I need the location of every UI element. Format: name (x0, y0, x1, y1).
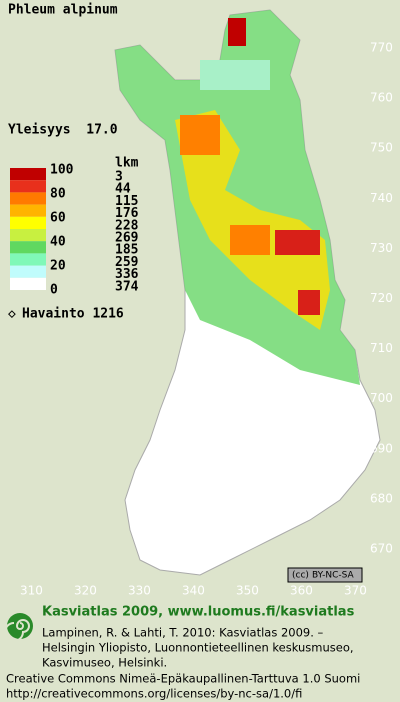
species-title: Phleum alpinum (8, 3, 118, 18)
x-grid-label: 350 (236, 584, 259, 598)
y-grid-label: 770 (370, 41, 393, 55)
y-grid-label: 740 (370, 191, 393, 205)
legend-swatch (10, 204, 46, 217)
y-grid-label: 730 (370, 241, 393, 255)
legend-count: 269 (115, 231, 138, 246)
legend-swatch (10, 180, 46, 193)
legend-swatch (10, 229, 46, 242)
logo (4, 613, 33, 642)
hotspot (230, 225, 270, 255)
area (200, 60, 270, 90)
legend-swatch (10, 168, 46, 181)
frequency: Yleisyys 17.0 (8, 123, 118, 138)
legend-count: 176 (115, 206, 139, 221)
legend-swatch (10, 265, 46, 278)
x-grid-label: 320 (74, 584, 97, 598)
hotspot (298, 290, 320, 315)
y-grid-label: 680 (370, 491, 393, 505)
badge-text: BY-NC-SA (312, 571, 355, 581)
legend-count: 44 (115, 182, 131, 197)
legend-swatch (10, 192, 46, 205)
legend-count: 115 (115, 194, 138, 209)
legend-percent: 80 (50, 187, 66, 202)
logo-circle (7, 613, 33, 639)
legend-swatch (10, 253, 46, 266)
legend-swatch (10, 241, 46, 254)
count-header: lkm (115, 156, 139, 171)
legend-percent: 0 (50, 283, 58, 298)
legend-count: 336 (115, 267, 139, 282)
hotspot (228, 18, 246, 46)
x-grid-label: 370 (344, 584, 367, 598)
x-grid-label: 330 (128, 584, 151, 598)
legend-percent: 20 (50, 259, 66, 274)
hotspot (275, 230, 320, 255)
logo-spiral (4, 619, 30, 642)
legend-count: 3 (115, 170, 123, 185)
hotspot (180, 115, 220, 155)
citation: Lampinen, R. & Lahti, T. 2010: Kasviatla… (42, 626, 324, 640)
site-title: Kasviatlas 2009, www.luomus.fi/kasviatla… (42, 605, 355, 620)
observations-marker: ◇ (8, 307, 16, 322)
x-grid-label: 340 (182, 584, 205, 598)
observations: Havainto 1216 (22, 307, 124, 322)
y-grid-label: 720 (370, 291, 393, 305)
legend-percent: 40 (50, 235, 66, 250)
legend-count: 259 (115, 255, 138, 270)
dense-area (175, 110, 330, 330)
legend-count: 185 (115, 243, 138, 258)
y-grid-label: 670 (370, 542, 393, 556)
badge-cc: (cc) (292, 571, 309, 581)
legend-count: 374 (115, 279, 139, 294)
x-grid-label: 360 (290, 584, 313, 598)
legend-percent: 100 (50, 163, 74, 178)
citation: Helsingin Yliopisto, Luonnontieteellinen… (42, 641, 354, 655)
y-grid-label: 760 (370, 91, 393, 105)
y-grid-label: 690 (370, 441, 393, 455)
legend-percent: 60 (50, 211, 66, 226)
x-grid-label: 310 (20, 584, 43, 598)
legend-swatch (10, 216, 46, 229)
y-grid-label: 750 (370, 141, 393, 155)
license-url: http://creativecommons.org/licenses/by-n… (6, 687, 302, 701)
badge-box (287, 567, 363, 583)
y-grid-label: 710 (370, 341, 393, 355)
license-badge: (cc) BY-NC-SA (287, 567, 363, 583)
map (114, 9, 381, 576)
y-grid-label: 700 (370, 391, 393, 405)
license: Creative Commons Nimeä-Epäkaupallinen-Ta… (6, 672, 360, 686)
legend-count: 228 (115, 218, 139, 233)
legend-swatch (10, 277, 46, 290)
citation: Kasvimuseo, Helsinki. (42, 656, 167, 670)
